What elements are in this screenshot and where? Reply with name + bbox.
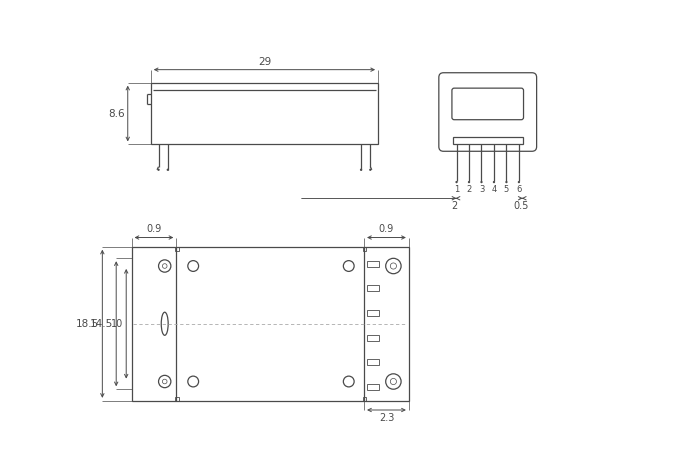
Text: 29: 29 <box>258 57 271 66</box>
Text: 0.5: 0.5 <box>513 201 528 211</box>
Circle shape <box>456 181 458 183</box>
Circle shape <box>493 181 495 183</box>
Circle shape <box>518 181 520 183</box>
Circle shape <box>360 169 362 171</box>
Text: 2: 2 <box>452 201 458 211</box>
Bar <box>150 83 378 144</box>
Circle shape <box>167 169 169 171</box>
Bar <box>453 137 523 144</box>
Bar <box>368 260 379 267</box>
Text: 5: 5 <box>504 185 509 194</box>
Text: 18.5: 18.5 <box>76 319 99 329</box>
Text: 6: 6 <box>516 185 522 194</box>
Text: 0.9: 0.9 <box>379 225 394 234</box>
Text: 2: 2 <box>466 185 472 194</box>
Bar <box>368 310 379 316</box>
Text: 10: 10 <box>111 319 123 329</box>
Text: 0.9: 0.9 <box>146 225 162 234</box>
Bar <box>132 247 409 401</box>
Circle shape <box>480 181 482 183</box>
Bar <box>175 397 178 401</box>
Text: 14.5: 14.5 <box>90 319 113 329</box>
Bar <box>368 359 379 365</box>
Bar <box>363 247 367 251</box>
Text: 3: 3 <box>479 185 484 194</box>
Text: 4: 4 <box>491 185 496 194</box>
Text: 8.6: 8.6 <box>108 108 125 119</box>
Bar <box>175 247 178 251</box>
Bar <box>368 384 379 390</box>
Bar <box>368 334 379 341</box>
Circle shape <box>505 181 508 183</box>
Circle shape <box>468 181 470 183</box>
Text: 2.3: 2.3 <box>379 413 394 423</box>
Bar <box>363 397 367 401</box>
Circle shape <box>369 169 372 171</box>
Bar <box>368 285 379 292</box>
Text: 1: 1 <box>454 185 459 194</box>
Circle shape <box>158 169 160 171</box>
